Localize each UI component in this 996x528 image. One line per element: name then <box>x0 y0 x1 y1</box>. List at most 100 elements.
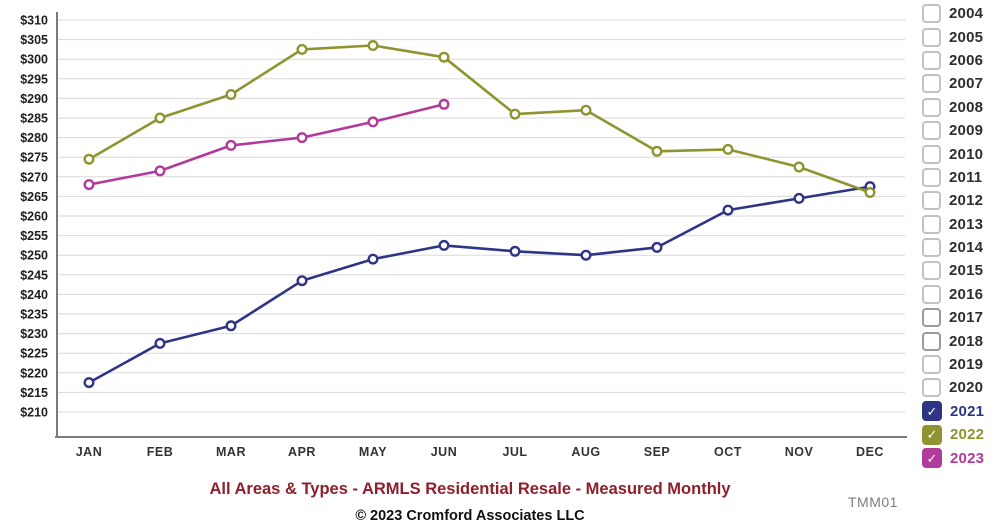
copyright-text: © 2023 Cromford Associates LLC <box>355 508 585 524</box>
x-tick-label: APR <box>288 445 316 459</box>
year-label-2008: 2008 <box>949 98 984 116</box>
year-row-2020: 2020 <box>922 376 994 399</box>
year-row-2007: 2007 <box>922 72 994 95</box>
year-checkbox-2010[interactable] <box>922 144 941 164</box>
line-chart-canvas: $310 $305 $300 $295 $290 $285 $280 $275 $270 $265… <box>20 12 907 459</box>
y-tick-label: $230 <box>20 327 48 341</box>
y-tick-label: $255 <box>20 229 48 243</box>
year-checkbox-2020[interactable] <box>922 378 941 398</box>
y-tick-label: $285 <box>20 112 48 126</box>
year-label-2023: 2023 <box>950 449 985 467</box>
y-tick-label: $250 <box>20 249 48 263</box>
year-checkbox-2018[interactable] <box>922 331 941 351</box>
year-label-2011: 2011 <box>949 168 983 186</box>
y-tick-label: $225 <box>20 347 48 361</box>
series-2023-point-MAY <box>367 116 379 128</box>
year-checkbox-2022[interactable]: ✓ <box>922 424 942 445</box>
year-checkbox-2016[interactable] <box>922 284 941 304</box>
series-2021-point-NOV <box>793 192 805 204</box>
year-checkbox-2008[interactable] <box>922 97 941 117</box>
series-2022-point-JAN <box>83 153 95 165</box>
year-label-2022: 2022 <box>950 426 985 444</box>
year-checkbox-2004[interactable] <box>922 4 941 24</box>
year-checkbox-2005[interactable] <box>922 27 941 47</box>
x-tick-label: NOV <box>785 445 814 459</box>
year-row-2014: 2014 <box>922 236 994 259</box>
year-checkbox-2019[interactable] <box>922 355 941 375</box>
year-checkbox-2023[interactable]: ✓ <box>922 448 942 469</box>
series-2023-point-JAN <box>83 179 95 191</box>
series-2023-point-FEB <box>154 165 166 177</box>
x-tick-label: JAN <box>76 445 103 459</box>
series-2023-point-MAR <box>225 139 237 151</box>
series-2021-point-FEB <box>154 337 166 349</box>
year-checkbox-2021[interactable]: ✓ <box>922 401 942 422</box>
x-tick-label: MAY <box>359 445 387 459</box>
series-2023-point-JUN <box>438 98 450 110</box>
year-row-2010: 2010 <box>922 142 994 165</box>
year-row-2018: 2018 <box>922 329 994 352</box>
y-tick-label: $235 <box>20 308 48 322</box>
year-label-2009: 2009 <box>949 122 984 140</box>
year-checkbox-2012[interactable] <box>922 191 941 211</box>
year-checkbox-2014[interactable] <box>922 238 941 258</box>
series-2022-point-AUG <box>580 104 592 116</box>
year-row-2019: 2019 <box>922 353 994 376</box>
series-2022-line <box>88 44 871 194</box>
series-2021-point-OCT <box>722 204 734 216</box>
series-2022-point-MAR <box>225 88 237 100</box>
series-2022-point-APR <box>296 43 308 55</box>
series-2021-point-JAN <box>83 377 95 389</box>
year-row-2012: 2012 <box>922 189 994 212</box>
year-row-2004: 2004 <box>922 2 994 25</box>
year-label-2021: 2021 <box>950 402 985 420</box>
year-row-2005: 2005 <box>922 25 994 48</box>
x-tick-label: DEC <box>856 445 884 459</box>
y-tick-label: $290 <box>20 92 48 106</box>
y-tick-label: $220 <box>20 366 48 380</box>
year-checkbox-2011[interactable] <box>922 167 941 187</box>
year-label-2018: 2018 <box>949 332 984 350</box>
year-label-2005: 2005 <box>949 28 984 46</box>
report-code: TMM01 <box>848 494 898 510</box>
year-row-2023: ✓ 2023 <box>922 446 994 469</box>
series-2021-point-MAR <box>225 320 237 332</box>
year-label-2016: 2016 <box>949 285 984 303</box>
series-2022-point-JUL <box>509 108 521 120</box>
year-row-2021: ✓ 2021 <box>922 400 994 423</box>
series-2021-point-JUL <box>509 245 521 257</box>
year-row-2011: 2011 <box>922 166 994 189</box>
year-row-2017: 2017 <box>922 306 994 329</box>
year-row-2016: 2016 <box>922 283 994 306</box>
year-label-2007: 2007 <box>949 75 984 93</box>
year-checkbox-2009[interactable] <box>922 121 941 141</box>
year-label-2006: 2006 <box>949 51 984 69</box>
price-chart: $310 $305 $300 $295 $290 $285 $280 $275 $270 $265… <box>20 12 907 459</box>
year-label-2019: 2019 <box>949 356 984 374</box>
y-tick-label: $275 <box>20 151 48 165</box>
y-tick-label: $215 <box>20 386 48 400</box>
series-2022-point-JUN <box>438 51 450 63</box>
x-tick-label: JUN <box>431 445 458 459</box>
series-2021-line <box>88 185 871 384</box>
year-label-2015: 2015 <box>949 262 984 280</box>
series-2021-point-AUG <box>580 249 592 261</box>
year-legend-panel: 2004 2005 2006 2007 2008 2009 2010 2011 2012 2013… <box>922 2 994 470</box>
year-checkbox-2015[interactable] <box>922 261 941 281</box>
year-checkbox-2007[interactable] <box>922 74 941 94</box>
year-row-2008: 2008 <box>922 96 994 119</box>
year-checkbox-2006[interactable] <box>922 50 941 70</box>
year-checkbox-2013[interactable] <box>922 214 941 234</box>
y-tick-label: $310 <box>20 14 48 28</box>
year-label-2012: 2012 <box>949 192 984 210</box>
year-row-2006: 2006 <box>922 49 994 72</box>
chart-title: All Areas & Types - ARMLS Residential Re… <box>209 480 731 498</box>
series-2022-point-NOV <box>793 161 805 173</box>
y-tick-label: $210 <box>20 406 48 420</box>
series-2021-point-APR <box>296 275 308 287</box>
series-2021-point-MAY <box>367 253 379 265</box>
y-tick-label: $245 <box>20 268 48 282</box>
year-checkbox-2017[interactable] <box>922 308 941 328</box>
series-2023-point-APR <box>296 132 308 144</box>
